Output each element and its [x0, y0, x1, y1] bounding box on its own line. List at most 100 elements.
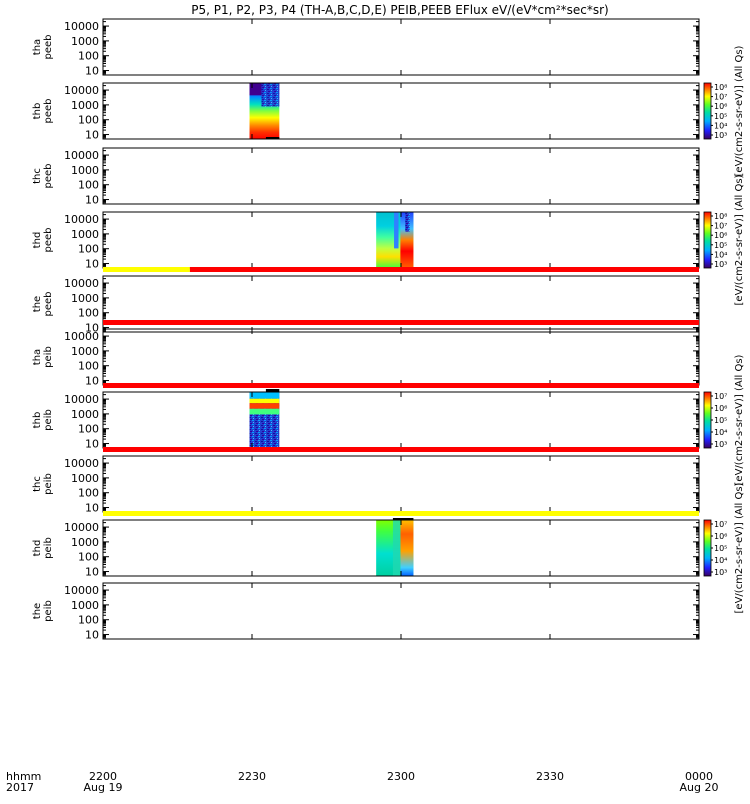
time-tick-label: 0000	[685, 770, 713, 783]
colorbar-tick-label: 10⁴	[714, 428, 727, 437]
panel-label: thepeib	[32, 600, 54, 622]
colorbar-tick-label: 10⁴	[714, 250, 727, 259]
y-tick-label: 100	[78, 243, 99, 256]
panel-label-line2: peib	[43, 409, 54, 431]
time-tick-label: 2300	[387, 770, 415, 783]
panel-thd-peib: 10 100 1000 10000 thdpeib	[32, 511, 700, 579]
y-tick-label: 100	[78, 307, 99, 320]
panels: 10100100010000thapeeb10100100010000thbpe…	[32, 18, 700, 642]
flag-bar-segment	[103, 511, 699, 516]
colorbar-tick-label: 10⁵	[714, 241, 727, 250]
colorbar-tick-label: 10⁵	[714, 544, 727, 553]
panel-label-line2: peeb	[43, 164, 54, 189]
colorbar-tick-label: 10⁷	[714, 222, 727, 231]
panel-thb-peib: 10 100 1000 10000 thbpeib	[32, 383, 700, 451]
panel-label-line1: the	[32, 296, 43, 312]
plot-title: P5, P1, P2, P3, P4 (TH-A,B,C,D,E) PEIB,P…	[191, 3, 608, 17]
y-tick-label: 10	[85, 65, 99, 78]
colorbar-tick-label: 10³	[714, 131, 727, 140]
spectrogram-band	[249, 408, 280, 415]
panel-label-line2: peeb	[43, 292, 54, 317]
y-tick-label: 10000	[64, 584, 99, 597]
panel-label: thapeib	[32, 346, 54, 368]
flag-bar-segment	[103, 267, 190, 272]
panel-label: thepeeb	[32, 292, 54, 317]
colorbar-tick-label: 10⁵	[714, 112, 727, 121]
y-tick-label: 10	[85, 194, 99, 207]
spectrogram-noise	[261, 83, 280, 107]
panel-label-line2: peib	[43, 473, 54, 495]
colorbar-tick-label: 10⁵	[714, 416, 727, 425]
y-tick-label: 100	[78, 360, 99, 373]
panel-label-line1: thb	[32, 412, 43, 429]
y-tick-label: 1000	[71, 99, 99, 112]
colorbar	[703, 519, 712, 577]
y-tick-label: 100	[78, 423, 99, 436]
panel-label: thbpeeb	[32, 99, 54, 124]
panel-label-line2: peeb	[43, 228, 54, 253]
y-tick-label: 10000	[64, 149, 99, 162]
y-tick-label: 10000	[64, 393, 99, 406]
spectrogram-band	[249, 392, 280, 399]
colorbar	[703, 391, 712, 449]
y-tick-label: 10000	[64, 213, 99, 226]
panel-label: thcpeib	[32, 473, 54, 495]
time-tick-date: Aug 19	[84, 781, 123, 794]
colorbar-tick-label: 10⁶	[714, 404, 727, 413]
panel-frame	[102, 328, 700, 386]
y-tick-label: 1000	[71, 292, 99, 305]
spectrogram-cold	[249, 83, 262, 96]
y-tick-label: 10	[85, 502, 99, 515]
panel-label-line1: tha	[32, 39, 43, 55]
spectrogram-hot	[400, 520, 414, 576]
panel-frame	[102, 18, 700, 76]
flag-bar-segment	[103, 383, 699, 388]
flag-bar-segment	[103, 320, 699, 325]
time-tick-label: 2200	[89, 770, 117, 783]
panel-label-line2: peeb	[43, 35, 54, 60]
panel-label-line1: thc	[32, 168, 43, 184]
y-tick-label: 10	[85, 438, 99, 451]
y-tick-label: 10	[85, 322, 99, 335]
spectrogram-mid	[392, 520, 401, 576]
panel-label-line1: tha	[32, 349, 43, 365]
panel-label-line2: peib	[43, 346, 54, 368]
y-tick-label: 10000	[64, 84, 99, 97]
y-tick-label: 10000	[64, 521, 99, 534]
spectrogram-dip	[394, 212, 399, 249]
panel-label-line1: thd	[32, 232, 43, 249]
panel-label-line2: peeb	[43, 99, 54, 124]
panel-label-line1: the	[32, 603, 43, 619]
panel-frame	[102, 455, 700, 513]
panel-label: thdpeib	[32, 537, 54, 559]
panel-frame	[102, 582, 700, 640]
time-row-label: hhmm	[6, 770, 41, 783]
colorbar-label: [eV/(cm2-s-sr-eV)] (All Qs)	[734, 482, 745, 613]
panel-label: thdpeeb	[32, 228, 54, 253]
spectrogram-edge	[265, 137, 280, 139]
panel-label-line1: thc	[32, 476, 43, 492]
colorbar-label: [eV/(cm2-s-sr-eV)] (All Qs)	[734, 45, 745, 176]
colorbar-panel-8: 10⁷ 10⁶ 10⁵ 10⁴ 10³ [eV/(cm2-s-sr-eV)] (All Q…	[703, 482, 745, 613]
colorbar-tick-label: 10³	[714, 440, 727, 449]
y-tick-label: 100	[78, 551, 99, 564]
y-tick-label: 10000	[64, 20, 99, 33]
colorbar-tick-label: 10⁷	[714, 520, 727, 529]
y-tick-label: 1000	[71, 35, 99, 48]
colorbar-label: [eV/(cm2-s-sr-eV)] (All Qs)	[734, 174, 745, 305]
y-tick-label: 1000	[71, 472, 99, 485]
spectrogram-hot	[400, 212, 414, 268]
y-tick-label: 10	[85, 129, 99, 142]
panel-label: thcpeeb	[32, 164, 54, 189]
time-tick-label: 2330	[536, 770, 564, 783]
time-tick-date: Aug 20	[680, 781, 719, 794]
colorbar-tick-label: 10⁷	[714, 392, 727, 401]
y-tick-label: 10000	[64, 277, 99, 290]
panel-frame	[102, 147, 700, 205]
time-year-label: 2017	[6, 781, 34, 794]
panel-tha-peeb: 10 100 1000 10000 thapeeb	[32, 18, 700, 78]
panel-the-peib: 10 100 1000 10000 thepeib	[32, 582, 700, 642]
